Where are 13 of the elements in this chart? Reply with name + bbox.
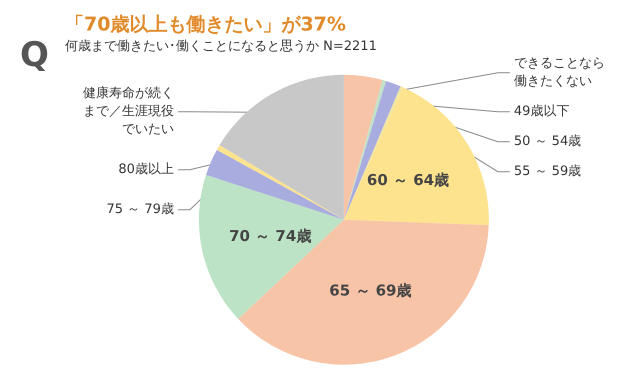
slice-label: できることなら働きたくない (514, 56, 605, 90)
slice-label: 80歳以上 (118, 162, 174, 178)
text: Q (20, 35, 49, 75)
slice-label: 55 ～ 59歳 (514, 164, 582, 180)
chart-title: 「70歳以上も働きたい」が37% (65, 14, 346, 36)
slice-label: 75 ～ 79歳 (106, 202, 174, 218)
slice-label: 65 ～ 69歳 (329, 281, 412, 300)
slice-label: 60 ～ 64歳 (366, 170, 450, 189)
slice-label: 49歳以下 (514, 104, 570, 120)
slice-label: 健康寿命が続くまで／生涯現役でいたい (82, 86, 174, 138)
chart-subtitle: 何歳まで働きたい･働くことになると思うか N=2211 (65, 39, 377, 54)
slice-label: 50 ～ 54歳 (514, 134, 582, 150)
slice-label: 70 ～ 74歳 (229, 227, 312, 246)
